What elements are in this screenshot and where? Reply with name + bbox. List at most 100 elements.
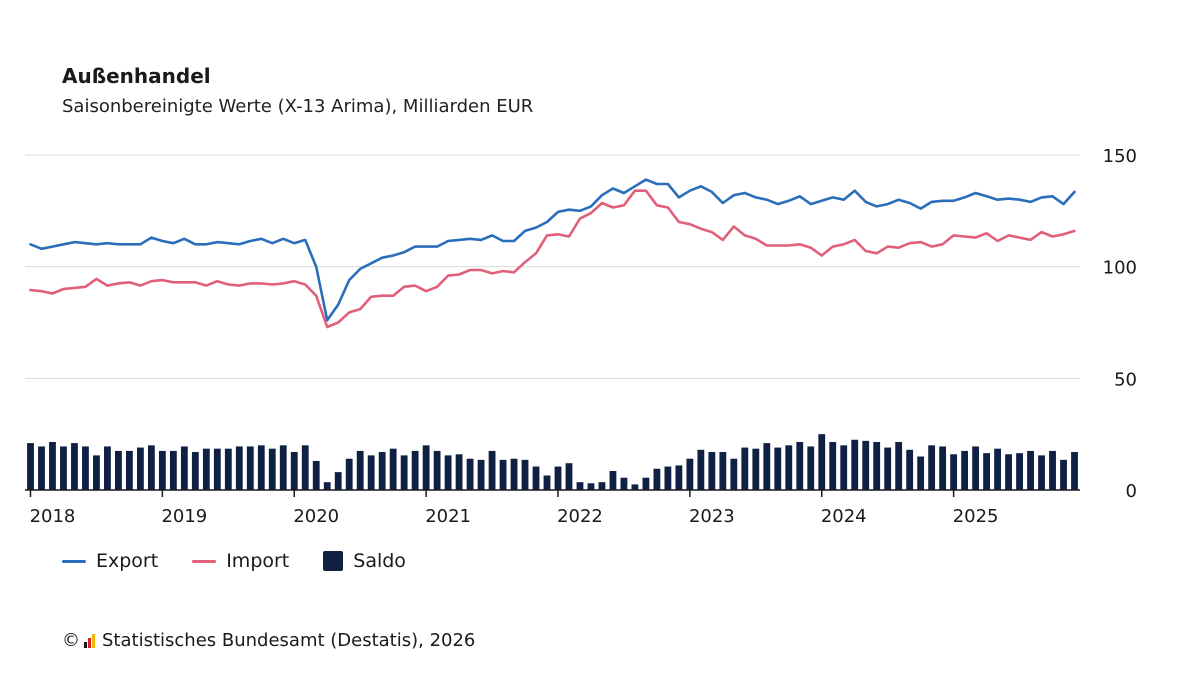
saldo-bar bbox=[488, 450, 496, 490]
saldo-bar bbox=[60, 446, 67, 490]
legend-label-import: Import bbox=[226, 550, 290, 572]
saldo-bar bbox=[675, 465, 683, 490]
saldo-bar bbox=[851, 439, 859, 490]
saldo-bar bbox=[1071, 452, 1078, 490]
import-line-swatch bbox=[192, 559, 217, 563]
y-tick-label: 100 bbox=[1103, 258, 1137, 279]
saldo-bar bbox=[1060, 459, 1067, 490]
saldo-bar bbox=[433, 450, 441, 490]
saldo-bar bbox=[158, 450, 166, 490]
saldo-bars bbox=[27, 434, 1078, 490]
x-tick-label: 2021 bbox=[425, 506, 471, 527]
saldo-bar bbox=[631, 484, 639, 490]
saldo-box-swatch bbox=[323, 551, 344, 571]
saldo-bar bbox=[257, 445, 265, 490]
saldo-bar bbox=[191, 452, 199, 490]
saldo-bar bbox=[950, 454, 958, 490]
y-tick-label: 0 bbox=[1126, 481, 1137, 502]
y-tick-label: 150 bbox=[1103, 146, 1137, 167]
saldo-bar bbox=[136, 447, 144, 490]
saldo-bar bbox=[235, 446, 243, 490]
saldo-bar bbox=[279, 445, 287, 490]
legend: Export Import Saldo bbox=[62, 550, 440, 572]
saldo-bar bbox=[818, 434, 826, 490]
saldo-bar bbox=[312, 460, 320, 490]
saldo-bar bbox=[1005, 454, 1012, 490]
x-tick-label: 2024 bbox=[821, 506, 867, 527]
x-tick-label: 2025 bbox=[953, 506, 999, 527]
saldo-bar bbox=[180, 446, 188, 490]
source-text: Statistisches Bundesamt (Destatis), 2026 bbox=[102, 630, 476, 651]
saldo-bar bbox=[928, 445, 936, 490]
legend-item-import[interactable]: Import bbox=[192, 550, 289, 572]
saldo-bar bbox=[356, 450, 364, 490]
saldo-bar bbox=[895, 441, 903, 490]
legend-item-saldo[interactable]: Saldo bbox=[323, 550, 406, 572]
saldo-bar bbox=[961, 450, 969, 490]
saldo-bar bbox=[994, 448, 1001, 490]
chart-subtitle: Saisonbereinigte Werte (X-13 Arima), Mil… bbox=[62, 96, 534, 117]
legend-label-export: Export bbox=[96, 550, 159, 572]
saldo-bar bbox=[444, 455, 452, 490]
saldo-bar bbox=[422, 445, 430, 490]
saldo-bar bbox=[213, 448, 221, 490]
saldo-bar bbox=[1027, 450, 1034, 490]
saldo-bar bbox=[521, 459, 529, 490]
saldo-bar bbox=[246, 446, 254, 490]
saldo-bar bbox=[972, 446, 980, 490]
saldo-bar bbox=[917, 456, 925, 490]
saldo-bar bbox=[532, 466, 540, 490]
saldo-bar bbox=[378, 452, 386, 490]
saldo-bar bbox=[686, 458, 694, 490]
saldo-bar bbox=[565, 463, 573, 490]
saldo-bar bbox=[125, 450, 133, 490]
copyright-symbol: © bbox=[62, 630, 80, 651]
legend-item-export[interactable]: Export bbox=[62, 550, 158, 572]
saldo-bar bbox=[323, 482, 331, 490]
saldo-bar bbox=[1038, 455, 1045, 490]
legend-label-saldo: Saldo bbox=[353, 550, 406, 572]
saldo-bar bbox=[576, 482, 584, 490]
saldo-bar bbox=[202, 448, 210, 490]
saldo-bar bbox=[268, 448, 276, 490]
saldo-bar bbox=[301, 445, 309, 490]
saldo-bar bbox=[1016, 453, 1023, 490]
trade-chart: 0 50 100 150 2018 2019 2020 2021 2022 2023 2024 202… bbox=[25, 146, 1137, 527]
export-line-swatch bbox=[62, 559, 86, 563]
saldo-bar bbox=[93, 455, 100, 490]
saldo-bar bbox=[104, 446, 111, 490]
saldo-bar bbox=[873, 441, 881, 490]
saldo-bar bbox=[49, 441, 56, 490]
saldo-bar bbox=[785, 445, 793, 490]
x-tick-label: 2022 bbox=[557, 506, 603, 527]
saldo-bar bbox=[400, 455, 408, 490]
import-line bbox=[29, 189, 1076, 329]
saldo-bar bbox=[642, 477, 650, 490]
saldo-bar bbox=[38, 446, 45, 490]
saldo-bar bbox=[224, 448, 232, 490]
saldo-bar bbox=[510, 458, 518, 490]
saldo-bar bbox=[906, 449, 914, 490]
series-lines bbox=[29, 178, 1076, 329]
saldo-bar bbox=[169, 450, 177, 490]
y-tick-label: 50 bbox=[1114, 369, 1137, 390]
export-line bbox=[29, 178, 1076, 322]
saldo-bar bbox=[719, 452, 727, 490]
x-tick-label: 2018 bbox=[30, 506, 76, 527]
saldo-bar bbox=[367, 455, 375, 490]
saldo-bar bbox=[389, 448, 397, 490]
x-tick-label: 2020 bbox=[293, 506, 339, 527]
saldo-bar bbox=[1049, 450, 1056, 490]
saldo-bar bbox=[697, 449, 705, 490]
saldo-bar bbox=[664, 466, 672, 490]
saldo-bar bbox=[939, 446, 947, 490]
grid-lines bbox=[25, 154, 1080, 379]
destatis-logo-icon bbox=[84, 633, 96, 648]
saldo-bar bbox=[708, 452, 716, 490]
saldo-bar bbox=[862, 440, 870, 490]
saldo-bar bbox=[741, 447, 749, 490]
saldo-bar bbox=[147, 445, 155, 490]
saldo-bar bbox=[609, 471, 617, 490]
saldo-bar bbox=[840, 445, 848, 490]
x-tick-label: 2019 bbox=[161, 506, 207, 527]
